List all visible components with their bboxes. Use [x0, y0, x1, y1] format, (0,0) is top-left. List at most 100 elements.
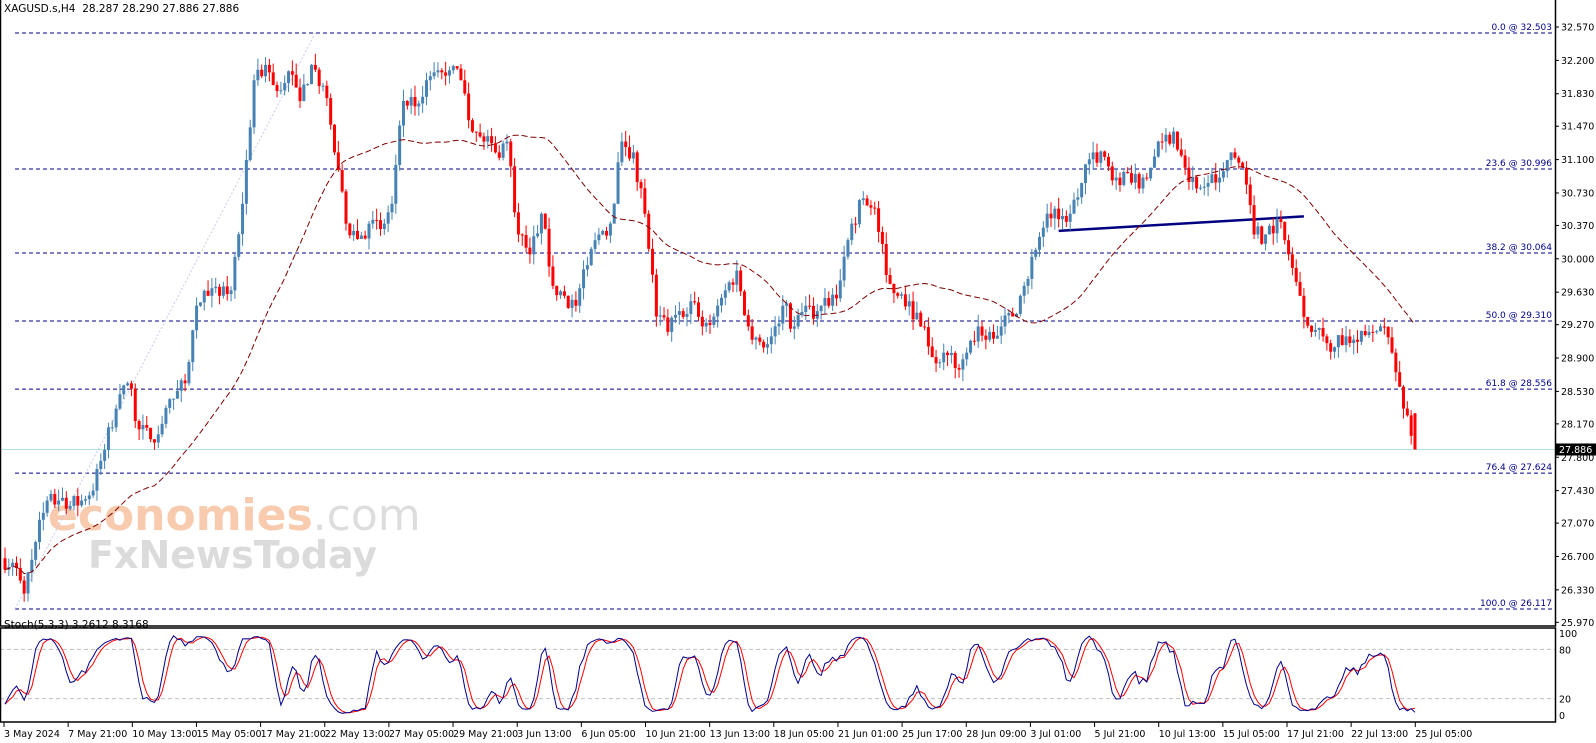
candle	[1402, 385, 1406, 419]
candle	[26, 571, 30, 602]
candle	[536, 224, 540, 239]
current-price-label: 27.886	[1559, 445, 1592, 456]
candle	[616, 152, 620, 205]
candle-body	[1413, 413, 1417, 450]
candle-body	[252, 80, 256, 128]
price-tick-label: 26.330	[1561, 585, 1594, 596]
candle-body	[513, 166, 517, 213]
candle-body	[961, 359, 965, 370]
candle-body	[1110, 166, 1114, 181]
candle	[141, 414, 145, 440]
candle	[1038, 232, 1042, 257]
stoch-tick-label: 80	[1559, 645, 1571, 656]
candle	[41, 502, 45, 531]
candle-body	[1156, 141, 1160, 157]
candle-body	[923, 326, 927, 328]
candle-body	[574, 299, 578, 306]
candle	[1064, 210, 1068, 228]
candle-body	[1076, 197, 1080, 200]
candle-body	[1206, 183, 1210, 187]
candle-body	[1302, 295, 1306, 317]
candle-body	[490, 136, 494, 144]
candle	[980, 320, 984, 342]
candle-body	[11, 562, 15, 568]
candle	[474, 131, 478, 142]
candle-body	[1409, 415, 1413, 436]
candle-body	[294, 74, 298, 88]
candle	[129, 380, 133, 397]
candle-body	[1103, 151, 1107, 157]
candle-body	[1290, 254, 1294, 268]
candle-body	[857, 200, 861, 225]
candle	[1183, 149, 1187, 176]
candle-body	[371, 219, 375, 224]
candle	[911, 291, 915, 330]
candle-body	[313, 64, 317, 70]
candle-body	[1149, 167, 1153, 179]
candle-body	[22, 580, 26, 594]
candle	[440, 68, 444, 80]
candle-body	[1080, 183, 1084, 198]
candle-body	[1160, 141, 1164, 143]
time-tick-label: 3 Jul 01:00	[1030, 729, 1081, 740]
candle	[1141, 174, 1145, 194]
candle-body	[497, 152, 501, 158]
candle-body	[685, 313, 689, 317]
candle-body	[1313, 329, 1317, 332]
candle-body	[1168, 134, 1172, 144]
candle	[559, 289, 563, 299]
candle	[1206, 175, 1210, 197]
candle	[99, 453, 103, 476]
candle	[421, 86, 425, 113]
candle-body	[903, 294, 907, 307]
price-tick-label: 30.730	[1561, 188, 1594, 199]
candle-body	[677, 311, 681, 315]
candle	[624, 130, 628, 157]
main-panel-frame	[0, 0, 1557, 627]
candle-body	[187, 362, 191, 384]
candle	[834, 284, 838, 307]
candle	[1149, 167, 1153, 182]
candle-body	[1126, 171, 1130, 174]
candle-body	[287, 71, 291, 84]
candle-body	[233, 256, 237, 291]
candle-body	[72, 496, 76, 506]
candle-body	[1026, 278, 1030, 286]
candle	[777, 316, 781, 335]
candle	[689, 293, 693, 324]
candle-body	[428, 76, 432, 81]
candle	[264, 57, 268, 83]
candle	[873, 201, 877, 215]
candle-body	[1329, 343, 1333, 352]
candle-body	[110, 427, 114, 429]
candle	[877, 200, 881, 243]
candle	[758, 334, 762, 346]
candle-body	[562, 291, 566, 296]
candle	[202, 289, 206, 311]
candle	[1095, 143, 1099, 167]
candle	[880, 226, 884, 254]
time-tick-label: 29 May 21:00	[453, 729, 518, 740]
candle	[359, 231, 363, 240]
candle	[183, 373, 187, 392]
candle-body	[1164, 134, 1168, 142]
candle	[444, 61, 448, 86]
candle-body	[819, 305, 823, 312]
candle	[413, 85, 417, 116]
time-tick-label: 10 May 13:00	[132, 729, 197, 740]
candle-body	[1325, 336, 1329, 344]
candle-body	[1034, 249, 1038, 257]
candle	[122, 384, 126, 400]
candle	[34, 540, 38, 566]
candle	[409, 88, 413, 115]
candle	[930, 337, 934, 358]
candle	[1126, 167, 1130, 174]
time-tick-label: 15 Jul 05:00	[1223, 729, 1280, 740]
candle	[80, 494, 84, 508]
candle	[1083, 164, 1087, 195]
candle	[1072, 192, 1076, 214]
candle	[1007, 309, 1011, 324]
candle-body	[1187, 167, 1191, 183]
candle-body	[838, 280, 842, 299]
